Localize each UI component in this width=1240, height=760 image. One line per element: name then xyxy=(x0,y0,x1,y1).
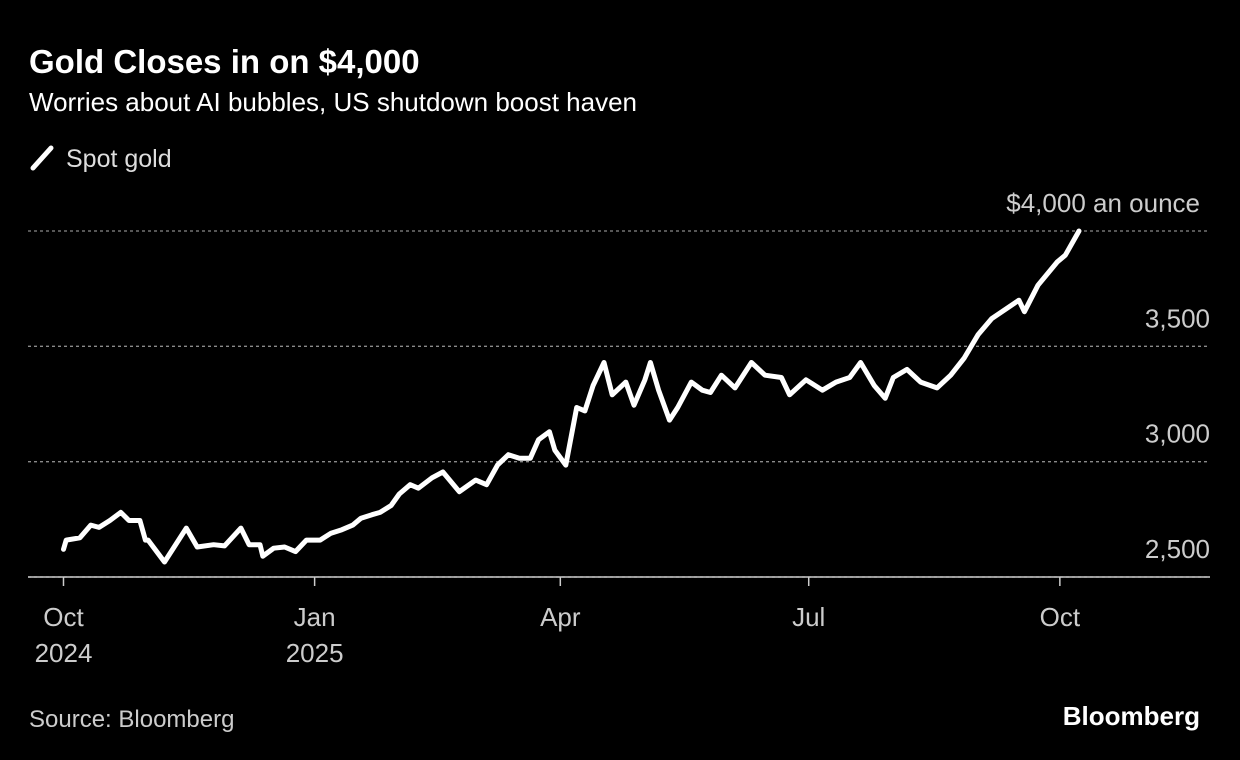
chart-title: Gold Closes in on $4,000 xyxy=(29,43,420,80)
legend-label: Spot gold xyxy=(66,145,172,173)
brand: Bloomberg xyxy=(1063,701,1200,731)
x-tick-label: Jul xyxy=(792,602,825,632)
x-tick-label: Apr xyxy=(540,602,581,632)
x-tick-label: Oct 2024 xyxy=(35,602,93,668)
line xyxy=(61,228,1082,565)
x-tick-label: Jan 2025 xyxy=(286,602,344,668)
y-tick-label: 3,500 xyxy=(1145,303,1210,333)
legend-swatch xyxy=(30,145,54,171)
y-tick-label: $4,000 an ounce xyxy=(1006,188,1200,218)
x-tick-label: Oct xyxy=(1040,602,1081,632)
y-tick-label: 3,000 xyxy=(1145,419,1210,449)
source: Source: Bloomberg xyxy=(29,706,234,733)
chart-subtitle: Worries about AI bubbles, US shutdown bo… xyxy=(29,87,637,117)
y-tick-label: 2,500 xyxy=(1145,534,1210,564)
